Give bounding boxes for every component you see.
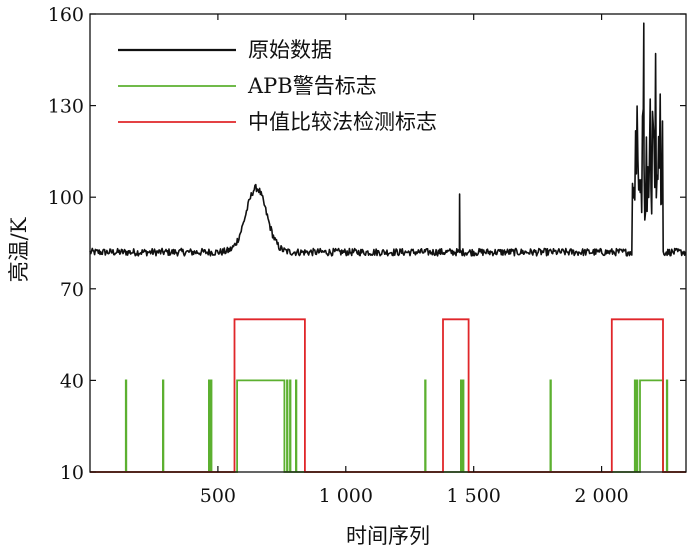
y-tick-label: 10 — [60, 462, 84, 484]
ticks-layer: 500 1 000 1 500 2 000 10 40 70 100 130 160 — [48, 4, 686, 507]
series-line-raw-data — [89, 22, 687, 257]
x-axis-title: 时间序列 — [346, 524, 430, 548]
series-layer — [89, 22, 687, 473]
plot-frame — [89, 13, 687, 473]
y-tick-label: 40 — [60, 370, 84, 392]
x-tick-label: 500 — [200, 485, 236, 507]
series-line-apb-flag — [90, 379, 686, 473]
x-tick-label: 1 000 — [319, 485, 373, 507]
x-tick-label: 1 500 — [446, 485, 500, 507]
y-tick-label: 100 — [48, 187, 84, 209]
series-line-median-flag — [90, 318, 686, 473]
legend-label: 原始数据 — [248, 38, 332, 62]
legend-label: 中值比较法检测标志 — [248, 110, 437, 134]
y-tick-label: 160 — [48, 4, 84, 26]
y-axis-title: 亮温/K — [7, 217, 31, 282]
x-tick-label: 2 000 — [574, 485, 628, 507]
y-tick-label: 130 — [48, 96, 84, 118]
y-tick-label: 70 — [60, 279, 84, 301]
legend-label: APB警告标志 — [247, 74, 377, 98]
